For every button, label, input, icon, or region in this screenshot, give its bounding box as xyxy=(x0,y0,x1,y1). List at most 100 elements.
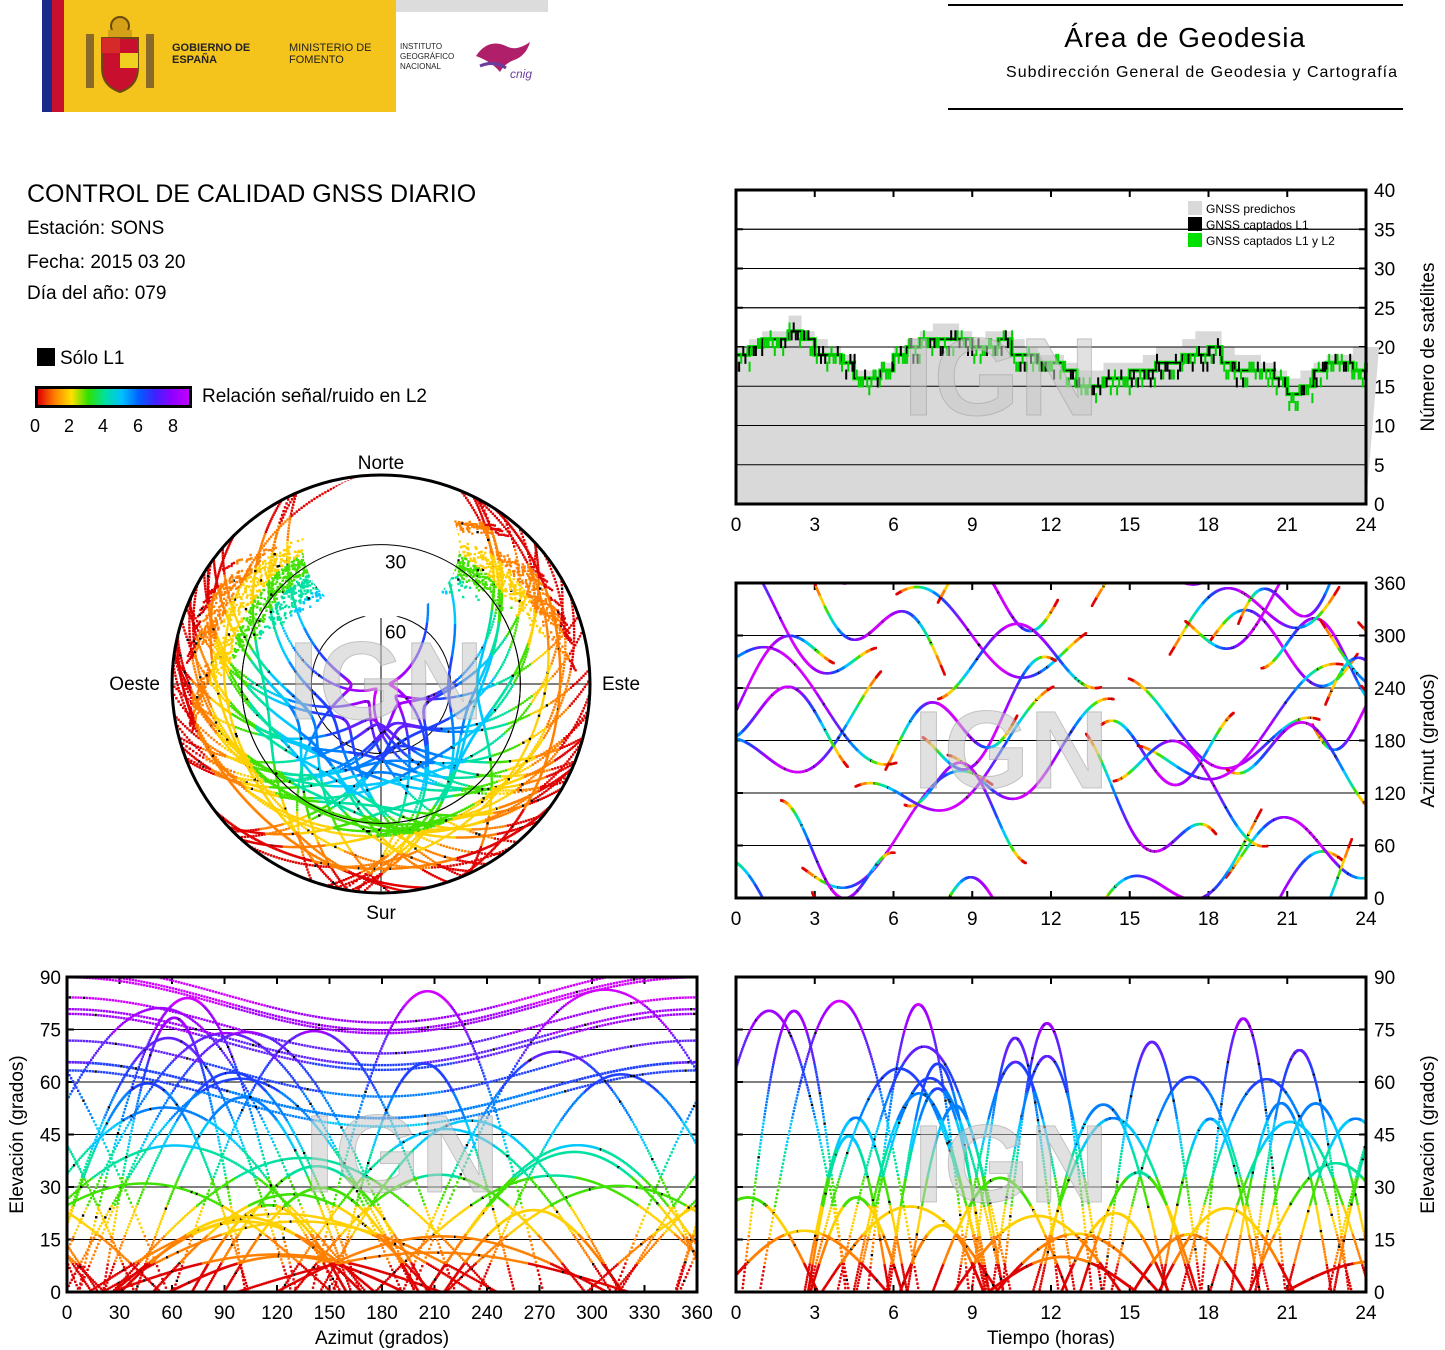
epoch-mark xyxy=(883,362,885,372)
epoch-mark xyxy=(1328,354,1330,364)
epoch-mark xyxy=(824,354,826,364)
epoch-mark xyxy=(864,370,866,380)
epoch-mark xyxy=(1316,377,1318,387)
epoch-mark xyxy=(1280,370,1282,380)
epoch-mark xyxy=(856,370,858,380)
epoch-mark xyxy=(1116,385,1118,395)
legend-swatch xyxy=(1188,233,1202,247)
epoch-mark xyxy=(1135,377,1137,387)
epoch-mark xyxy=(833,354,835,364)
epoch-mark xyxy=(889,370,891,380)
epoch-mark xyxy=(1148,370,1150,380)
epoch-mark xyxy=(1335,354,1337,364)
epoch-mark xyxy=(898,354,900,364)
epoch-mark xyxy=(768,338,770,348)
epoch-mark xyxy=(801,330,803,340)
epoch-mark xyxy=(1200,354,1202,364)
epoch-mark xyxy=(1112,377,1114,387)
y-tick-label: 5 xyxy=(1374,456,1385,477)
epoch-mark xyxy=(1120,370,1122,380)
epoch-mark xyxy=(849,354,851,364)
epoch-mark xyxy=(1099,385,1101,395)
epoch-mark xyxy=(891,362,893,372)
epoch-mark xyxy=(1133,370,1135,380)
epoch-mark xyxy=(1255,370,1257,380)
y-tick-label: 30 xyxy=(1374,260,1395,281)
epoch-mark xyxy=(1299,385,1301,395)
epoch-mark xyxy=(881,362,883,372)
epoch-mark xyxy=(839,354,841,364)
epoch-mark xyxy=(1129,385,1131,395)
epoch-mark xyxy=(877,377,879,387)
epoch-mark xyxy=(1295,401,1297,411)
epoch-mark xyxy=(1110,385,1112,395)
x-tick-label: 3 xyxy=(809,909,820,930)
epoch-mark xyxy=(1251,362,1253,372)
epoch-mark xyxy=(1253,362,1255,372)
epoch-mark xyxy=(1141,377,1143,387)
epoch-mark xyxy=(1274,362,1276,372)
epoch-mark xyxy=(805,330,807,340)
y-tick-label: 360 xyxy=(1374,574,1406,595)
data-point xyxy=(1112,698,1114,700)
epoch-mark xyxy=(751,346,753,356)
data-point xyxy=(1318,718,1320,720)
epoch-mark xyxy=(1263,362,1265,372)
x-tick-label: 6 xyxy=(888,515,899,536)
epoch-mark xyxy=(1286,377,1288,387)
epoch-mark xyxy=(749,362,751,372)
epoch-mark xyxy=(1215,346,1217,356)
epoch-mark xyxy=(847,362,849,372)
ign-watermark: IGN xyxy=(903,316,1099,439)
epoch-mark xyxy=(1196,346,1198,356)
epoch-mark xyxy=(837,346,839,356)
epoch-mark xyxy=(1272,377,1274,387)
epoch-mark xyxy=(1125,377,1127,387)
epoch-mark xyxy=(1181,362,1183,372)
x-tick-label: 24 xyxy=(1355,515,1377,536)
epoch-mark xyxy=(1349,354,1351,364)
x-tick-label: 18 xyxy=(1198,909,1219,930)
epoch-mark xyxy=(1169,370,1171,380)
epoch-mark xyxy=(1223,362,1225,372)
epoch-mark xyxy=(759,338,761,348)
epoch-mark xyxy=(1360,370,1362,380)
epoch-mark xyxy=(738,362,740,372)
epoch-mark xyxy=(1177,370,1179,380)
y-tick-label: 120 xyxy=(1374,784,1406,805)
epoch-mark xyxy=(1358,370,1360,380)
epoch-mark xyxy=(887,370,889,380)
epoch-mark xyxy=(1192,362,1194,372)
epoch-mark xyxy=(1164,362,1166,372)
epoch-mark xyxy=(1211,354,1213,364)
epoch-mark xyxy=(1307,385,1309,395)
epoch-mark xyxy=(791,330,793,340)
epoch-mark xyxy=(755,346,757,356)
epoch-mark xyxy=(1234,370,1236,380)
epoch-mark xyxy=(812,346,814,356)
epoch-mark xyxy=(1278,377,1280,387)
epoch-mark xyxy=(1242,377,1244,387)
epoch-mark xyxy=(1101,377,1103,387)
epoch-mark xyxy=(1343,362,1345,372)
epoch-mark xyxy=(789,322,791,332)
epoch-mark xyxy=(1347,362,1349,372)
epoch-mark xyxy=(1150,377,1152,387)
epoch-mark xyxy=(1204,354,1206,364)
epoch-mark xyxy=(1282,377,1284,387)
y-tick-label: 180 xyxy=(1374,732,1406,753)
epoch-mark xyxy=(831,346,833,356)
epoch-mark xyxy=(1156,354,1158,364)
epoch-mark xyxy=(822,346,824,356)
epoch-mark xyxy=(765,338,767,348)
epoch-mark xyxy=(843,354,845,364)
y-tick-label: 240 xyxy=(1374,679,1406,700)
epoch-mark xyxy=(826,362,828,372)
epoch-mark xyxy=(1213,354,1215,364)
epoch-mark xyxy=(1190,354,1192,364)
epoch-mark xyxy=(820,354,822,364)
epoch-mark xyxy=(1351,370,1353,380)
epoch-mark xyxy=(1267,377,1269,387)
epoch-mark xyxy=(1330,362,1332,372)
epoch-mark xyxy=(1160,370,1162,380)
